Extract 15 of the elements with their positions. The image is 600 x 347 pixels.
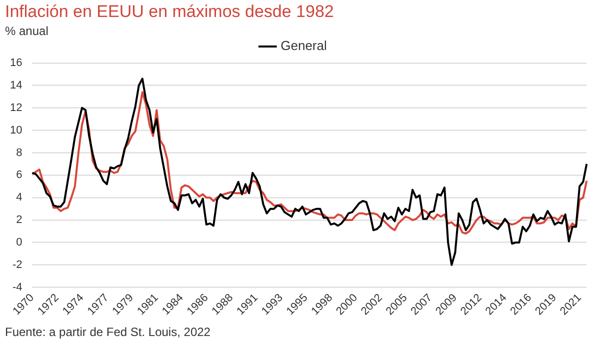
y-tick-label: -4 xyxy=(12,281,22,294)
chart-title: Inflación en EEUU en máximos desde 1982 xyxy=(5,2,334,22)
source-note: Fuente: a partir de Fed St. Louis, 2022 xyxy=(5,325,210,339)
legend-label: General xyxy=(280,38,327,54)
y-tick-label: 16 xyxy=(10,57,22,70)
y-axis-title: % anual xyxy=(5,24,48,38)
y-tick-label: 2 xyxy=(16,214,22,226)
y-tick-label: 14 xyxy=(10,79,22,92)
y-tick-label: -2 xyxy=(12,258,22,271)
y-tick-label: 6 xyxy=(16,169,22,182)
y-tick-label: 0 xyxy=(16,236,22,249)
y-tick-label: 4 xyxy=(16,192,22,204)
y-tick-label: 12 xyxy=(10,102,22,114)
y-tick-label: 10 xyxy=(10,124,22,136)
y-tick-label: 8 xyxy=(16,146,22,159)
